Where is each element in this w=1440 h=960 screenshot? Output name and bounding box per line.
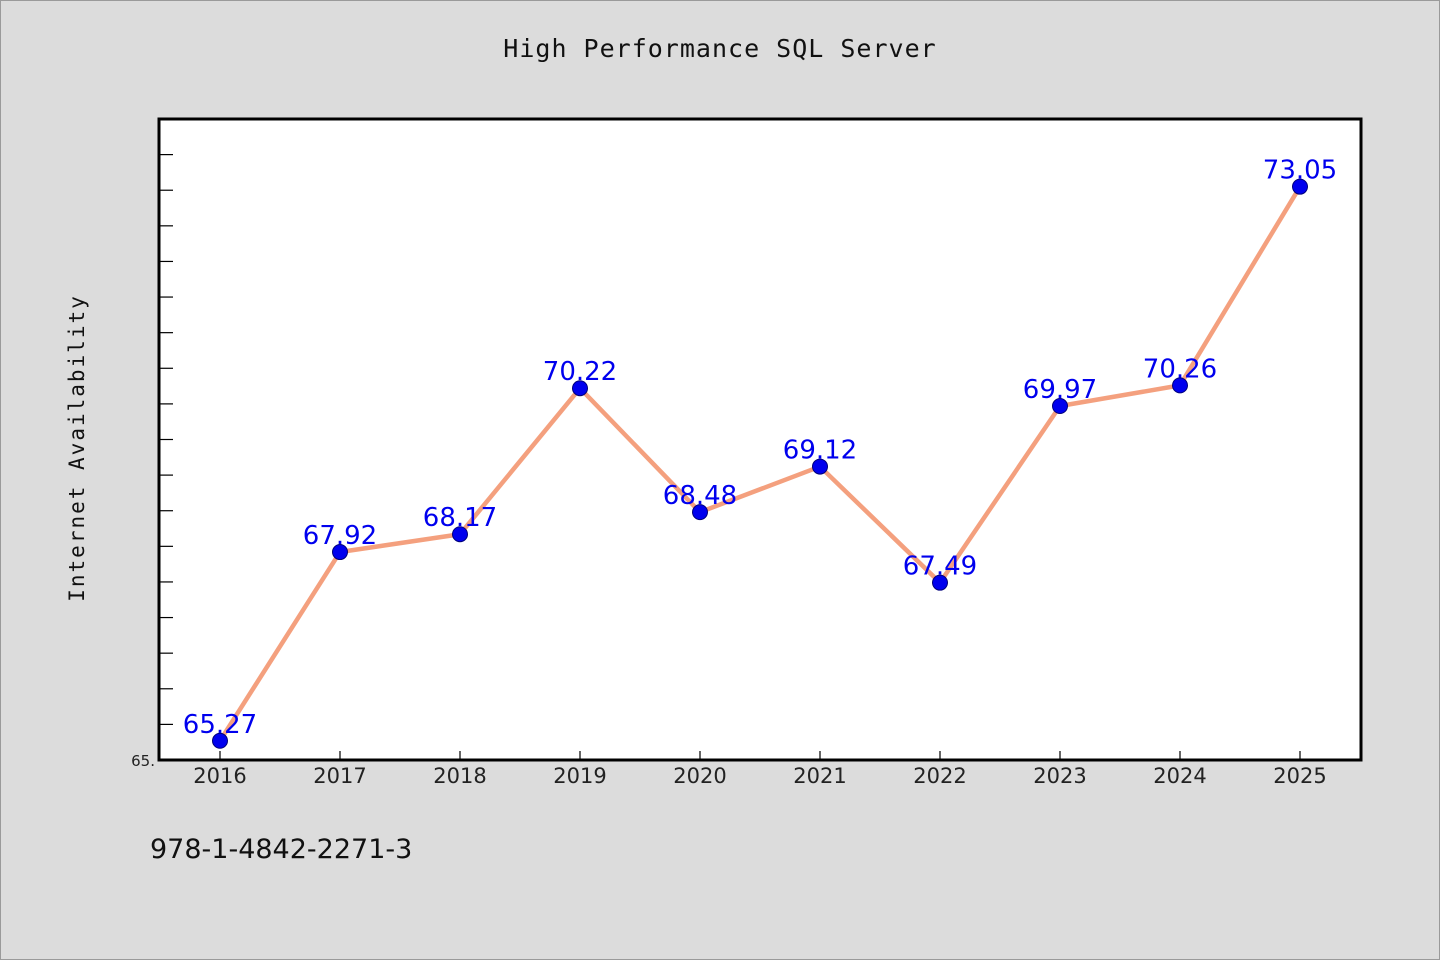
- footer-isbn: 978-1-4842-2271-3: [150, 834, 413, 865]
- data-point: [932, 574, 948, 591]
- data-label: 69.12: [783, 436, 857, 466]
- x-tick-label: 2019: [553, 764, 606, 788]
- data-label: 70.22: [543, 357, 617, 387]
- y-tick-label: 65.: [131, 752, 155, 770]
- data-point: [1292, 178, 1308, 195]
- data-point: [452, 526, 468, 543]
- x-axis-ticks: 2016 2017 2018 2019 2020 2021 2022 2023 2024 2025: [193, 751, 1327, 788]
- series-line: [217, 184, 1303, 744]
- data-label: 68.17: [423, 503, 497, 533]
- x-tick-label: 2016: [193, 764, 246, 788]
- data-label: 70.26: [1143, 354, 1217, 384]
- x-tick-label: 2021: [793, 764, 846, 788]
- data-point: [572, 380, 588, 397]
- data-point: [1052, 398, 1068, 415]
- data-points: [212, 178, 1308, 749]
- x-tick-label: 2018: [433, 764, 486, 788]
- x-tick-label: 2025: [1273, 764, 1326, 788]
- plot-area: [157, 117, 1363, 762]
- data-label: 68.48: [663, 481, 737, 511]
- data-label: 69.97: [1023, 375, 1097, 405]
- x-tick-label: 2024: [1153, 764, 1206, 788]
- data-point: [1172, 377, 1188, 394]
- data-point: [212, 732, 228, 749]
- series-line-group: [217, 184, 1303, 744]
- data-point: [332, 544, 348, 561]
- x-tick-label: 2022: [913, 764, 966, 788]
- data-point: [692, 504, 708, 521]
- data-label: 67.49: [903, 552, 977, 582]
- y-axis-ticks: [159, 154, 173, 725]
- x-tick-label: 2017: [313, 764, 366, 788]
- x-tick-label: 2020: [673, 764, 726, 788]
- x-tick-label: 2023: [1033, 764, 1086, 788]
- data-label: 73.05: [1263, 156, 1337, 186]
- data-labels: 65.27 67.92 68.17 70.22 68.48 69.12 67.49 69.97…: [183, 156, 1337, 740]
- data-point: [812, 458, 828, 475]
- data-label: 67.92: [303, 521, 377, 551]
- data-label: 65.27: [183, 710, 257, 740]
- chart-title: High Performance SQL Server: [503, 34, 937, 63]
